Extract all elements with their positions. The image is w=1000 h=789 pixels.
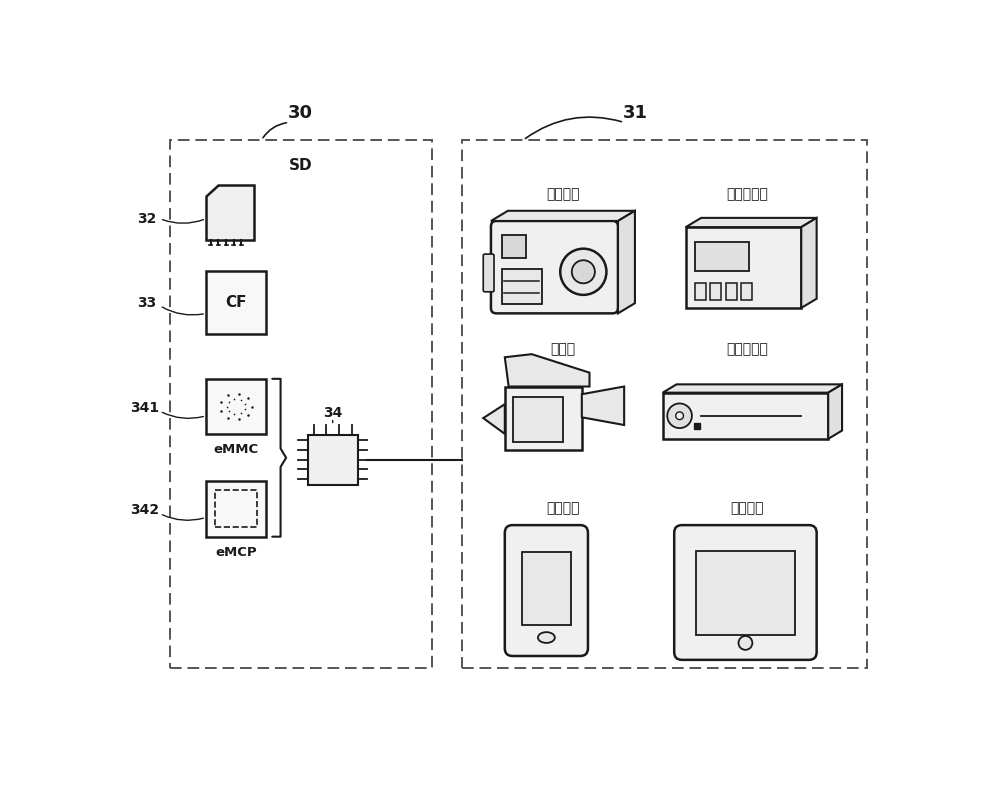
Text: 32: 32 xyxy=(137,211,156,226)
Text: 31: 31 xyxy=(623,104,648,122)
Circle shape xyxy=(560,249,606,295)
Text: SD: SD xyxy=(289,158,313,173)
Text: 通信装置: 通信装置 xyxy=(546,501,579,515)
Circle shape xyxy=(572,260,595,283)
Polygon shape xyxy=(505,354,590,387)
Polygon shape xyxy=(801,218,817,308)
FancyBboxPatch shape xyxy=(674,525,817,660)
Text: 342: 342 xyxy=(130,503,159,517)
FancyBboxPatch shape xyxy=(741,283,752,301)
FancyBboxPatch shape xyxy=(696,551,795,635)
FancyBboxPatch shape xyxy=(308,435,358,484)
Polygon shape xyxy=(491,211,635,221)
Text: 33: 33 xyxy=(137,297,156,310)
FancyBboxPatch shape xyxy=(726,283,737,301)
FancyBboxPatch shape xyxy=(686,227,801,308)
FancyBboxPatch shape xyxy=(483,254,494,292)
FancyBboxPatch shape xyxy=(663,393,828,439)
Circle shape xyxy=(667,403,692,428)
FancyBboxPatch shape xyxy=(505,525,588,656)
Text: 平板电脑: 平板电脑 xyxy=(731,501,764,515)
FancyBboxPatch shape xyxy=(695,283,706,301)
FancyBboxPatch shape xyxy=(502,235,526,258)
Polygon shape xyxy=(618,211,635,313)
Polygon shape xyxy=(663,384,842,393)
FancyBboxPatch shape xyxy=(206,379,266,434)
Text: eMCP: eMCP xyxy=(215,545,257,559)
Polygon shape xyxy=(206,185,254,240)
FancyBboxPatch shape xyxy=(710,283,721,301)
Ellipse shape xyxy=(538,632,555,643)
Polygon shape xyxy=(828,384,842,439)
FancyBboxPatch shape xyxy=(505,387,582,450)
Polygon shape xyxy=(686,218,817,227)
Text: 摄影机: 摄影机 xyxy=(550,342,575,357)
Circle shape xyxy=(738,636,752,650)
FancyBboxPatch shape xyxy=(512,398,563,442)
Text: 34: 34 xyxy=(323,406,342,420)
FancyBboxPatch shape xyxy=(695,241,749,271)
Text: 视频播放器: 视频播放器 xyxy=(726,342,768,357)
Text: 数码相机: 数码相机 xyxy=(546,187,579,201)
Circle shape xyxy=(676,412,683,420)
Text: 341: 341 xyxy=(130,401,159,415)
Polygon shape xyxy=(582,387,624,425)
FancyBboxPatch shape xyxy=(206,481,266,537)
FancyBboxPatch shape xyxy=(206,271,266,335)
FancyBboxPatch shape xyxy=(502,269,542,304)
Text: CF: CF xyxy=(225,295,247,310)
FancyBboxPatch shape xyxy=(522,552,571,625)
FancyBboxPatch shape xyxy=(491,221,618,313)
Polygon shape xyxy=(483,404,505,434)
Text: 30: 30 xyxy=(288,104,313,122)
Text: 音频播放器: 音频播放器 xyxy=(726,187,768,201)
Text: eMMC: eMMC xyxy=(214,443,259,456)
